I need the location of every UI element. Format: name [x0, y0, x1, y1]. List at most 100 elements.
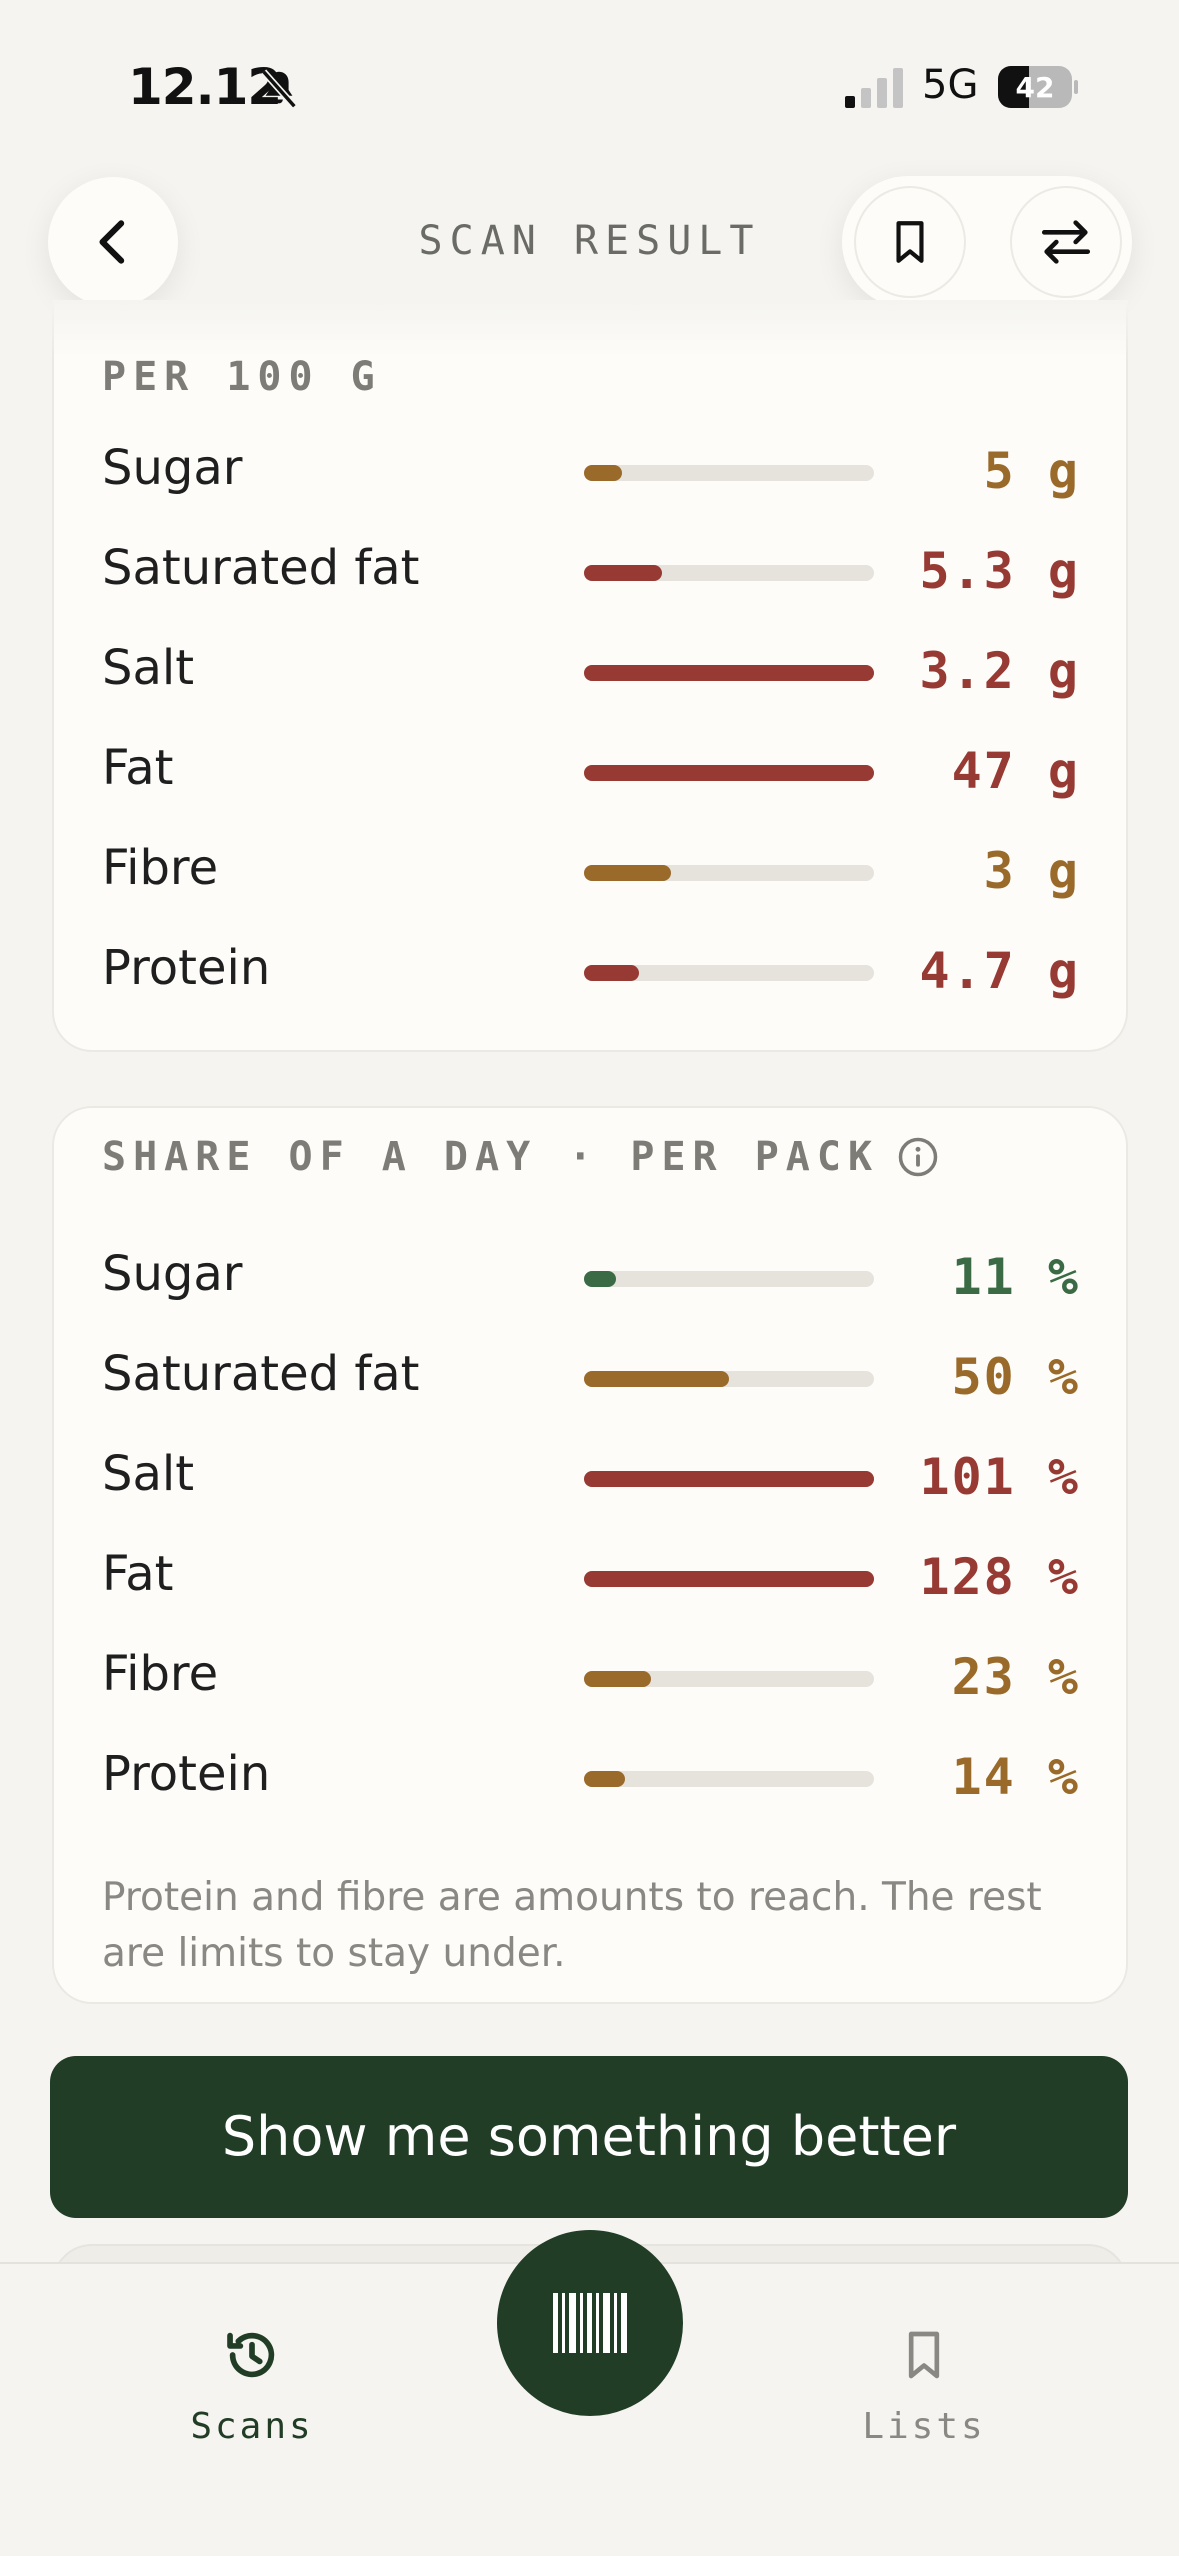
nutrient-row: Protein 14 % [102, 1736, 1130, 1816]
nutrient-bar-track [584, 765, 874, 781]
nutrient-bar-fill [584, 765, 874, 781]
nutrient-bar-fill [584, 965, 640, 981]
nutrient-value: 14 [951, 1748, 1016, 1806]
nutrient-label: Fibre [102, 1646, 219, 1702]
per-100g-heading: PER 100 G [102, 354, 382, 400]
nutrient-value: 128 [919, 1548, 1016, 1606]
nutrient-row: Fibre 3 g [102, 830, 1130, 910]
signal-icon [845, 68, 903, 108]
header-actions [842, 176, 1132, 308]
nutrient-bar-fill [584, 865, 671, 881]
nutrient-value: 4.7 [919, 942, 1016, 1000]
nutrient-value: 50 [951, 1348, 1016, 1406]
nutrient-label: Protein [102, 1746, 271, 1802]
nutrient-value-group: 50 % [952, 1348, 1080, 1406]
back-button[interactable] [48, 177, 178, 307]
nutrient-row: Fat 47 g [102, 730, 1130, 810]
nutrient-unit: % [1047, 1348, 1080, 1406]
history-icon [227, 2332, 275, 2378]
tab-lists[interactable]: Lists [814, 2324, 1034, 2447]
nutrient-bar-track [584, 565, 874, 581]
daily-share-heading: SHARE OF A DAY · PER PACK [102, 1134, 880, 1180]
nutrient-label: Sugar [102, 440, 243, 496]
nutrient-value-group: 14 % [952, 1748, 1080, 1806]
nutrient-row: Fat 128 % [102, 1536, 1130, 1616]
nutrient-value-group: 5 g [984, 442, 1080, 500]
nutrient-bar-track [584, 665, 874, 681]
nutrient-value-group: 101 % [919, 1448, 1080, 1506]
nutrient-unit: % [1047, 1248, 1080, 1306]
nutrient-bar-track [584, 965, 874, 981]
nutrient-row: Fibre 23 % [102, 1636, 1130, 1716]
barcode-icon [553, 2293, 627, 2353]
nutrient-value: 5.3 [919, 542, 1016, 600]
nutrient-unit: % [1047, 1648, 1080, 1706]
save-button[interactable] [854, 186, 966, 298]
nutrient-value-group: 4.7 g [919, 942, 1080, 1000]
daily-share-card: SHARE OF A DAY · PER PACK Sugar 11 % Satur… [52, 1106, 1128, 2004]
battery-level: 42 [1016, 71, 1055, 104]
nutrient-row: Protein 4.7 g [102, 930, 1130, 1010]
nutrient-row: Salt 3.2 g [102, 630, 1130, 710]
bell-muted-icon [261, 69, 297, 109]
page-title: SCAN RESULT [418, 218, 761, 264]
nutrient-bar-fill [584, 1471, 874, 1487]
nutrient-value: 3.2 [919, 642, 1016, 700]
nutrient-bar-fill [584, 1671, 651, 1687]
nutrient-bar-fill [584, 1771, 625, 1787]
battery-icon: 42 [998, 66, 1078, 108]
nutrient-label: Fat [102, 740, 174, 796]
nutrient-bar-track [584, 1771, 874, 1787]
nutrient-bar-track [584, 1671, 874, 1687]
nutrient-value: 5 [983, 442, 1016, 500]
nutrient-label: Saturated fat [102, 540, 420, 596]
info-icon[interactable] [897, 1136, 939, 1178]
nutrient-label: Saturated fat [102, 1346, 420, 1402]
nutrient-value-group: 23 % [952, 1648, 1080, 1706]
nutrient-bar-track [584, 1271, 874, 1287]
tab-lists-label: Lists [862, 2406, 986, 2447]
scroll-fade [52, 300, 1128, 360]
nutrient-bar-track [584, 1571, 874, 1587]
tab-scans[interactable]: Scans [142, 2324, 362, 2447]
network-type: 5G [922, 62, 979, 108]
nutrient-unit: g [1047, 442, 1080, 500]
nutrient-label: Sugar [102, 1246, 243, 1302]
nutrient-label: Protein [102, 940, 271, 996]
nutrient-row: Sugar 11 % [102, 1236, 1130, 1316]
chevron-left-icon [99, 220, 125, 264]
nutrient-value-group: 11 % [952, 1248, 1080, 1306]
nutrient-label: Salt [102, 640, 195, 696]
nutrient-value: 3 [983, 842, 1016, 900]
nutrient-row: Sugar 5 g [102, 430, 1130, 510]
nutrient-unit: g [1047, 742, 1080, 800]
nutrient-value: 101 [919, 1448, 1016, 1506]
nutrient-unit: % [1047, 1448, 1080, 1506]
nutrient-bar-fill [584, 465, 622, 481]
bookmark-icon [908, 2331, 940, 2379]
nutrient-unit: g [1047, 942, 1080, 1000]
daily-share-header: SHARE OF A DAY · PER PACK [102, 1134, 939, 1180]
nutrient-value: 47 [951, 742, 1016, 800]
nutrient-value-group: 5.3 g [919, 542, 1080, 600]
nutrient-label: Fibre [102, 840, 219, 896]
nutrient-bar-fill [584, 1371, 729, 1387]
tab-scans-label: Scans [190, 2406, 314, 2447]
bookmark-icon [896, 221, 924, 263]
scan-button[interactable] [497, 2230, 683, 2416]
nutrient-bar-fill [584, 1571, 874, 1587]
nutrient-unit: g [1047, 642, 1080, 700]
show-better-button[interactable]: Show me something better [50, 2056, 1128, 2218]
nutrient-unit: g [1047, 842, 1080, 900]
nutrient-bar-track [584, 865, 874, 881]
nutrient-unit: % [1047, 1548, 1080, 1606]
nutrient-value: 23 [951, 1648, 1016, 1706]
per-100g-card: PER 100 G Sugar 5 g Saturated fat 5.3 g Salt… [52, 300, 1128, 1052]
nutrient-value-group: 47 g [952, 742, 1080, 800]
nutrient-bar-track [584, 1371, 874, 1387]
nutrient-row: Salt 101 % [102, 1436, 1130, 1516]
compare-button[interactable] [1010, 186, 1122, 298]
status-time: 12.12 [128, 58, 282, 116]
swap-arrows-icon [1041, 220, 1091, 264]
